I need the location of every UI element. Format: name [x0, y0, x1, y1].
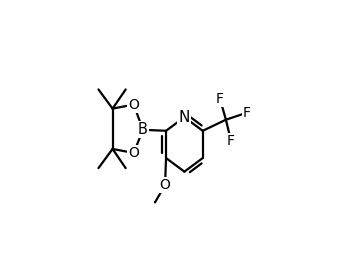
Text: F: F — [227, 134, 235, 148]
Text: N: N — [179, 110, 190, 125]
Text: F: F — [243, 106, 251, 120]
Text: B: B — [138, 122, 148, 137]
Text: F: F — [216, 91, 224, 106]
Text: O: O — [128, 146, 139, 160]
Text: O: O — [128, 97, 139, 112]
Text: O: O — [160, 178, 171, 192]
